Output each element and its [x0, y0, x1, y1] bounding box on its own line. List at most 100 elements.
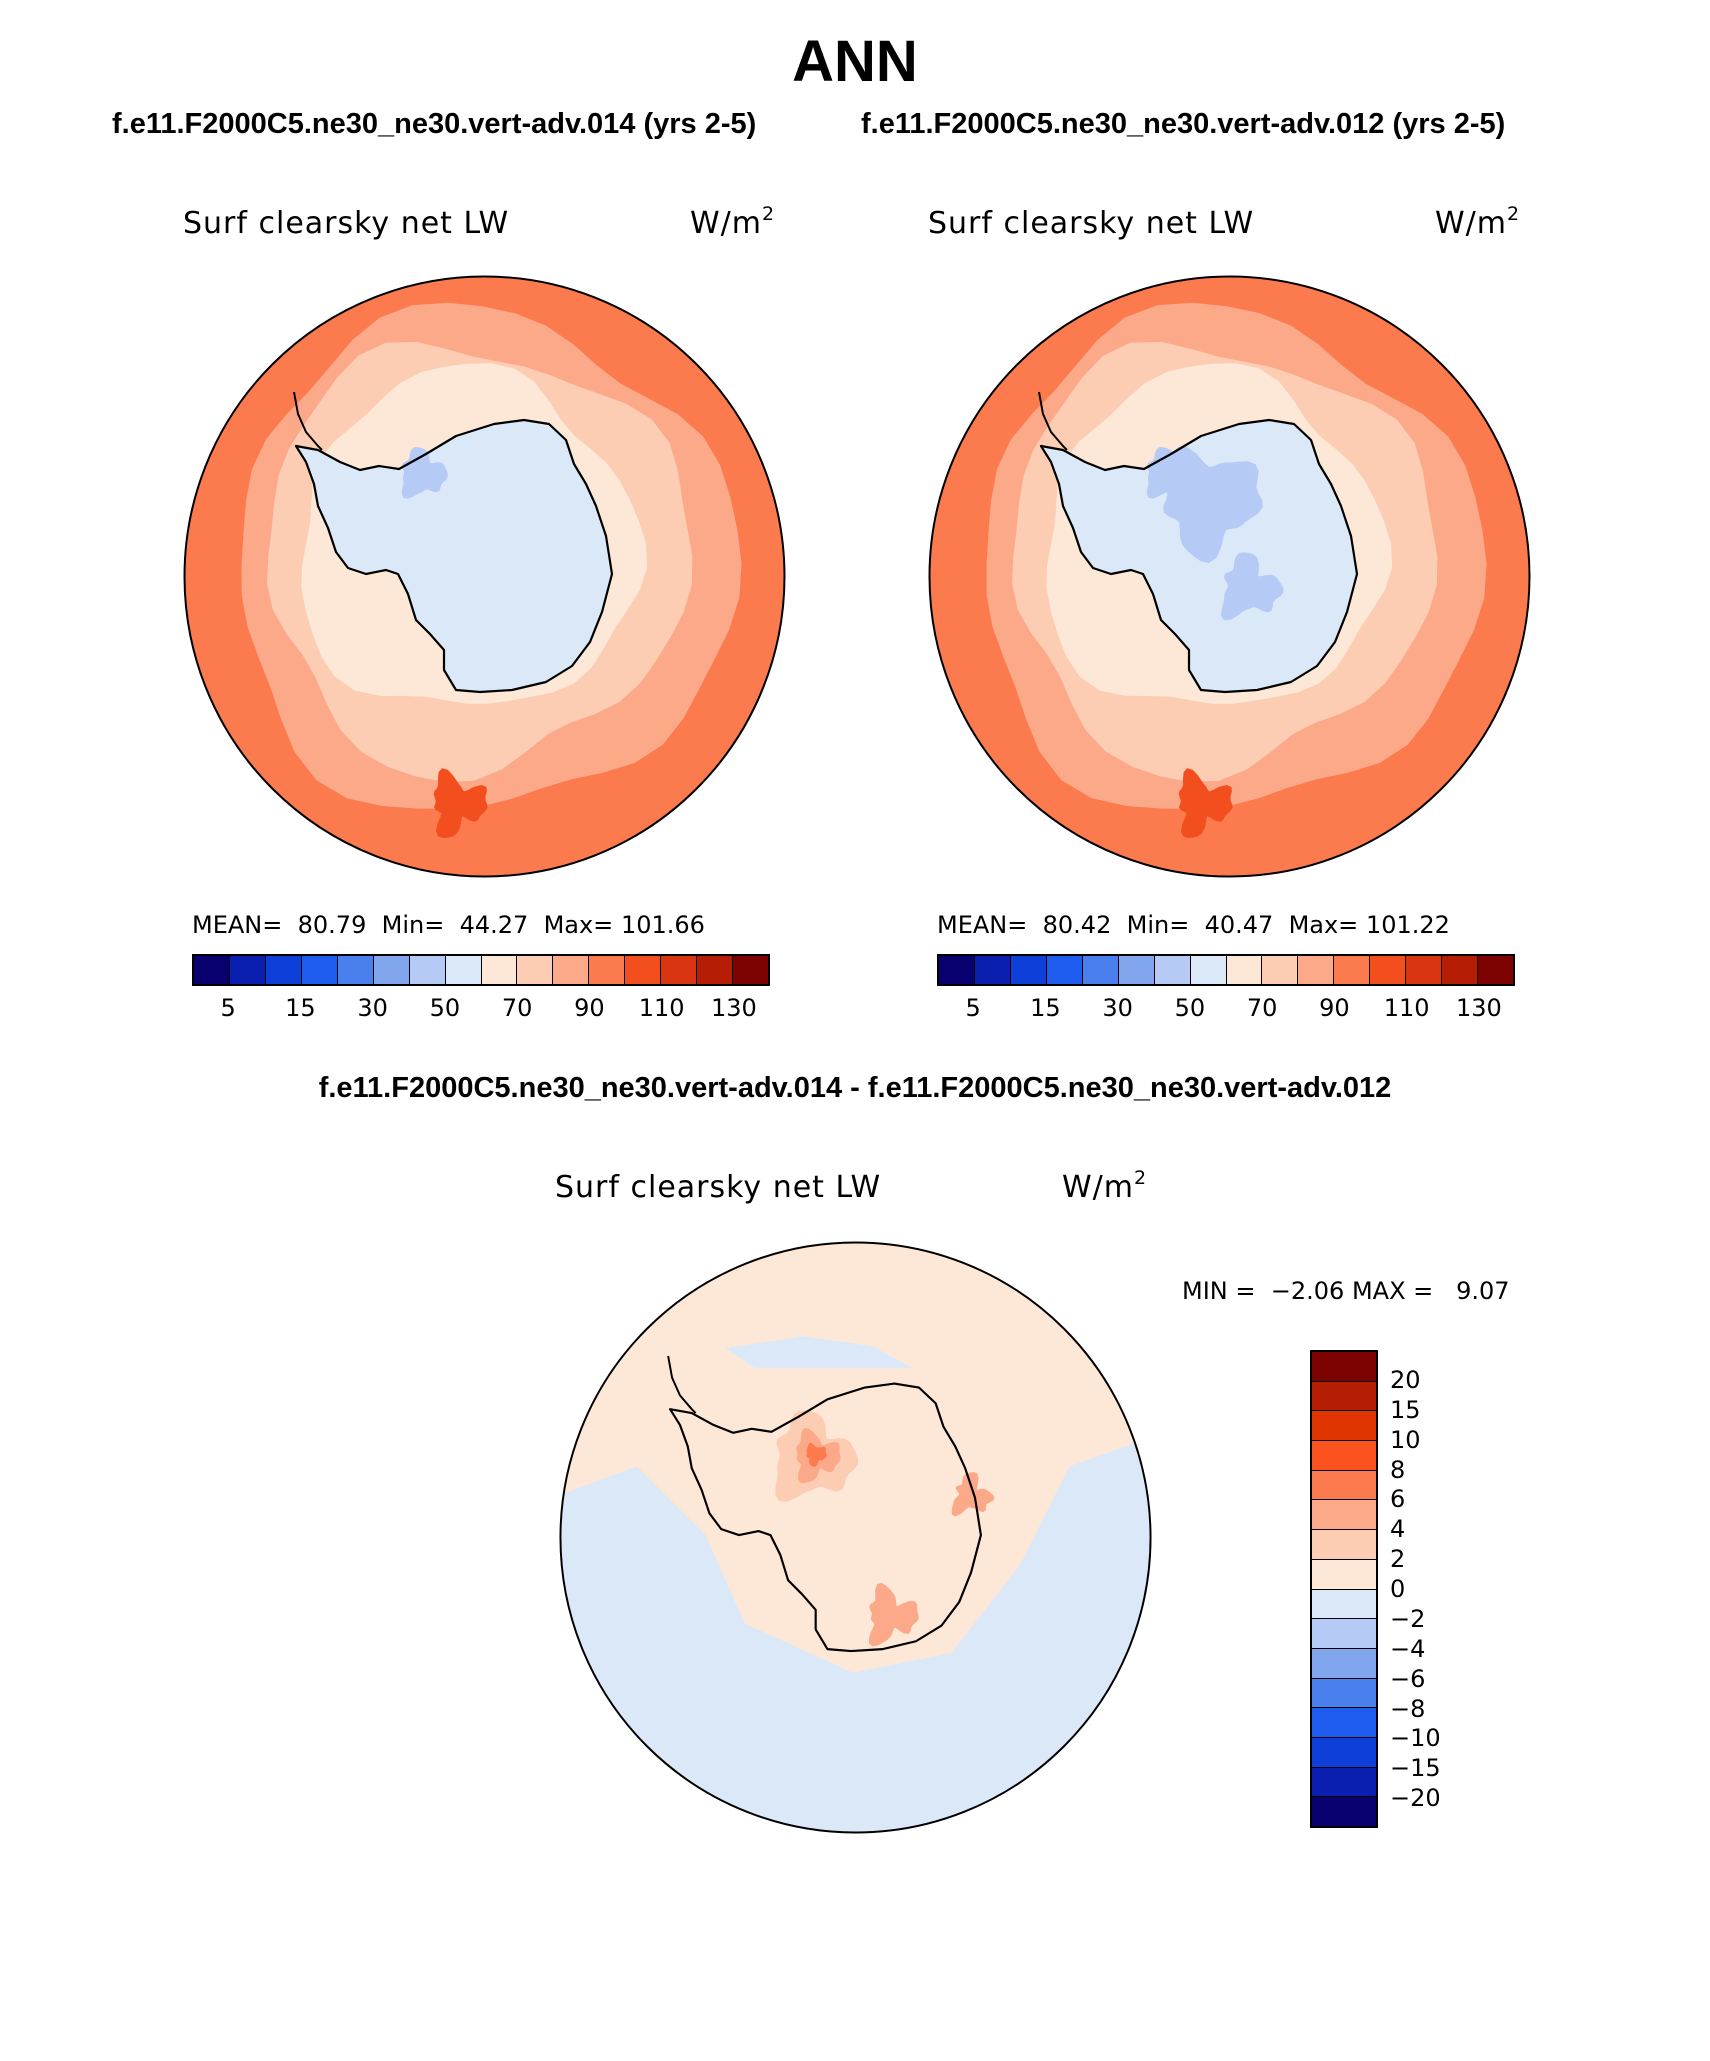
case-title-right: f.e11.F2000C5.ne30_ne30.vert-adv.012 (yr…	[861, 108, 1506, 140]
colorbar-tick-label: 90	[1319, 994, 1350, 1022]
colorbar-tick-label: 20	[1390, 1365, 1421, 1394]
panel1-mean: 80.79	[297, 911, 367, 939]
panel2-mean: 80.42	[1042, 911, 1112, 939]
peninsula-coastline	[1038, 391, 1068, 451]
panel1-max-label: Max=	[543, 911, 614, 939]
colorbar-cell	[553, 956, 590, 984]
colorbar-cell	[1312, 1797, 1376, 1826]
diff-max-label: MAX =	[1351, 1277, 1434, 1305]
colorbar-cell	[1312, 1708, 1376, 1738]
colorbar-tick-label: 2	[1390, 1545, 1406, 1574]
colorbar-cell	[1312, 1530, 1376, 1560]
negative-region	[725, 1336, 913, 1368]
colorbar-tick-label: 30	[357, 994, 388, 1022]
colorbar-tick-label: 5	[220, 994, 236, 1022]
panel2-max-label: Max=	[1288, 911, 1359, 939]
continent-field	[670, 1383, 981, 1652]
panel1-polar-map	[183, 275, 786, 878]
diff-max: 9.07	[1456, 1277, 1510, 1305]
colorbar-tick-label: −4	[1390, 1634, 1426, 1663]
case-title-left: f.e11.F2000C5.ne30_ne30.vert-adv.014 (yr…	[112, 108, 757, 140]
panel2-min: 40.47	[1204, 911, 1274, 939]
diff-variable: Surf clearsky net LW	[555, 1170, 882, 1205]
difference-title: f.e11.F2000C5.ne30_ne30.vert-adv.014 - f…	[318, 1072, 1392, 1104]
map-boundary	[928, 275, 1531, 878]
colorbar-cell	[373, 956, 410, 984]
panel1-mean-label: MEAN=	[192, 911, 283, 939]
colorbar-cell	[733, 956, 768, 984]
colorbar-cell	[1312, 1470, 1376, 1501]
colorbar-tick-label: 0	[1390, 1575, 1406, 1603]
panel2-min-label: Min=	[1126, 911, 1190, 939]
diff-min: −2.06	[1270, 1277, 1345, 1305]
colorbar-cell	[194, 956, 230, 984]
map-field	[184, 276, 785, 877]
panel2-stats: MEAN= 80.42 Min= 40.47 Max= 101.22	[937, 911, 1450, 939]
panel2-variable: Surf clearsky net LW	[928, 206, 1255, 241]
colorbar-tick-label: 70	[1246, 994, 1278, 1022]
colorbar-cell	[1312, 1737, 1376, 1768]
panel2-max: 101.22	[1365, 911, 1450, 939]
colorbar-cell	[1370, 956, 1407, 984]
colorbar-cell	[1082, 956, 1119, 984]
contour-band	[1178, 768, 1233, 838]
colorbar-cell	[1118, 956, 1155, 984]
colorbar-tick-label: 4	[1390, 1515, 1406, 1544]
colorbar-cell	[974, 956, 1011, 984]
colorbar-tick-label: 110	[638, 994, 685, 1022]
colorbar-cell	[229, 956, 266, 984]
panel2-units: W/m2	[1435, 203, 1521, 241]
colorbar-cell	[409, 956, 446, 984]
contour-band	[1163, 446, 1263, 563]
figure-title: ANN	[792, 29, 918, 94]
panel1-min-label: Min=	[381, 911, 445, 939]
colorbar-cell	[1312, 1352, 1376, 1382]
colorbar-cell	[697, 956, 734, 984]
colorbar-cell	[589, 956, 626, 984]
panel1-stats: MEAN= 80.79 Min= 44.27 Max= 101.66	[192, 911, 705, 939]
colorbar-cell	[1010, 956, 1047, 984]
diff-units: W/m2	[1062, 1167, 1148, 1205]
colorbar-tick-label: 30	[1102, 994, 1133, 1022]
colorbar-cell	[445, 956, 482, 984]
colorbar-tick-label: 130	[1455, 994, 1502, 1022]
colorbar-cell	[1312, 1619, 1376, 1649]
colorbar-cell	[1298, 956, 1335, 984]
map-field	[929, 276, 1530, 877]
colorbar-tick-label: −2	[1390, 1604, 1426, 1633]
map-boundary	[559, 1241, 1152, 1834]
colorbar-cell	[1312, 1559, 1376, 1590]
colorbar-cell	[265, 956, 302, 984]
colorbar-tick-label: −10	[1390, 1724, 1441, 1753]
colorbar-cell	[939, 956, 975, 984]
colorbar-cell	[1312, 1767, 1376, 1798]
panel1-variable: Surf clearsky net LW	[183, 206, 510, 241]
map-boundary	[183, 275, 786, 878]
colorbar-cell	[1226, 956, 1263, 984]
colorbar-tick-label: 15	[1390, 1395, 1421, 1424]
colorbar-tick-label: 8	[1390, 1455, 1406, 1484]
colorbar-tick-label: −6	[1390, 1664, 1426, 1693]
panel2-mean-label: MEAN=	[937, 911, 1028, 939]
colorbar-tick-label: 50	[429, 994, 461, 1022]
colorbar-cell	[661, 956, 698, 984]
peninsula-coastline	[293, 391, 323, 451]
colorbar-cell	[1312, 1678, 1376, 1709]
colorbar-cell	[625, 956, 662, 984]
colorbar-cell	[1312, 1381, 1376, 1412]
coastline	[669, 1382, 982, 1653]
panel1-colorbar	[192, 954, 770, 986]
panel1-units: W/m2	[690, 203, 776, 241]
colorbar-cell	[1442, 956, 1479, 984]
colorbar-cell	[1478, 956, 1513, 984]
diff-polar-map	[559, 1241, 1152, 1834]
diff-colorbar	[1310, 1350, 1378, 1828]
contour-band	[1221, 552, 1284, 621]
colorbar-tick-label: 15	[285, 994, 316, 1022]
colorbar-tick-label: 6	[1390, 1485, 1406, 1514]
positive-region	[806, 1442, 827, 1467]
coastline	[294, 418, 614, 694]
diff-stats: MIN = −2.06 MAX = 9.07	[1182, 1277, 1510, 1305]
colorbar-cell	[1312, 1441, 1376, 1471]
colorbar-tick-label: 10	[1390, 1425, 1421, 1454]
